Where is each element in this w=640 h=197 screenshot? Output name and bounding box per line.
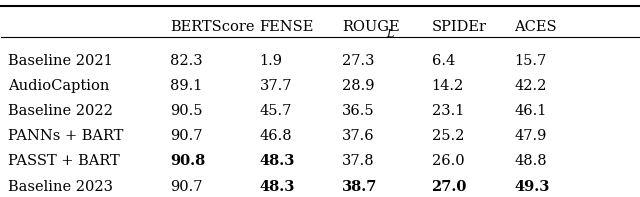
Text: 46.1: 46.1 <box>515 104 547 118</box>
Text: 36.5: 36.5 <box>342 104 375 118</box>
Text: Baseline 2022: Baseline 2022 <box>8 104 113 118</box>
Text: 89.1: 89.1 <box>170 79 203 93</box>
Text: ACES: ACES <box>515 20 557 34</box>
Text: AudioCaption: AudioCaption <box>8 79 109 93</box>
Text: 27.3: 27.3 <box>342 54 375 68</box>
Text: 26.0: 26.0 <box>431 154 464 168</box>
Text: L: L <box>387 29 394 39</box>
Text: 37.8: 37.8 <box>342 154 375 168</box>
Text: 48.3: 48.3 <box>259 154 295 168</box>
Text: 90.8: 90.8 <box>170 154 205 168</box>
Text: SPIDEr: SPIDEr <box>431 20 486 34</box>
Text: 28.9: 28.9 <box>342 79 375 93</box>
Text: 27.0: 27.0 <box>431 180 467 194</box>
Text: BERTScore: BERTScore <box>170 20 255 34</box>
Text: 14.2: 14.2 <box>431 79 464 93</box>
Text: 90.7: 90.7 <box>170 180 203 194</box>
Text: 1.9: 1.9 <box>259 54 282 68</box>
Text: 23.1: 23.1 <box>431 104 464 118</box>
Text: 90.5: 90.5 <box>170 104 203 118</box>
Text: 42.2: 42.2 <box>515 79 547 93</box>
Text: 45.7: 45.7 <box>259 104 292 118</box>
Text: 49.3: 49.3 <box>515 180 550 194</box>
Text: 37.7: 37.7 <box>259 79 292 93</box>
Text: 47.9: 47.9 <box>515 129 547 143</box>
Text: 6.4: 6.4 <box>431 54 455 68</box>
Text: 48.3: 48.3 <box>259 180 295 194</box>
Text: Baseline 2021: Baseline 2021 <box>8 54 113 68</box>
Text: PASST + BART: PASST + BART <box>8 154 120 168</box>
Text: 38.7: 38.7 <box>342 180 378 194</box>
Text: 90.7: 90.7 <box>170 129 203 143</box>
Text: 82.3: 82.3 <box>170 54 203 68</box>
Text: 48.8: 48.8 <box>515 154 547 168</box>
Text: PANNs + BART: PANNs + BART <box>8 129 123 143</box>
Text: ROUGE: ROUGE <box>342 20 400 34</box>
Text: 37.6: 37.6 <box>342 129 375 143</box>
Text: 25.2: 25.2 <box>431 129 464 143</box>
Text: FENSE: FENSE <box>259 20 314 34</box>
Text: Baseline 2023: Baseline 2023 <box>8 180 113 194</box>
Text: 15.7: 15.7 <box>515 54 547 68</box>
Text: 46.8: 46.8 <box>259 129 292 143</box>
